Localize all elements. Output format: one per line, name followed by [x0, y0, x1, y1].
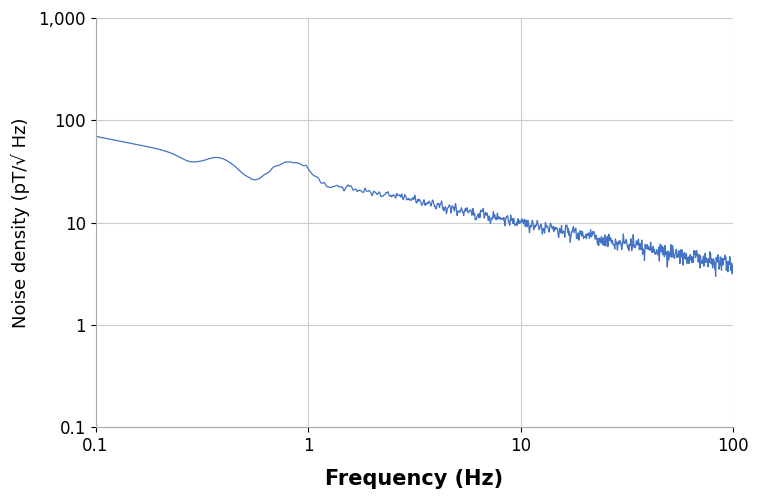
- Y-axis label: Noise density (pT/√ Hz): Noise density (pT/√ Hz): [11, 118, 30, 328]
- X-axis label: Frequency (Hz): Frequency (Hz): [325, 469, 503, 489]
